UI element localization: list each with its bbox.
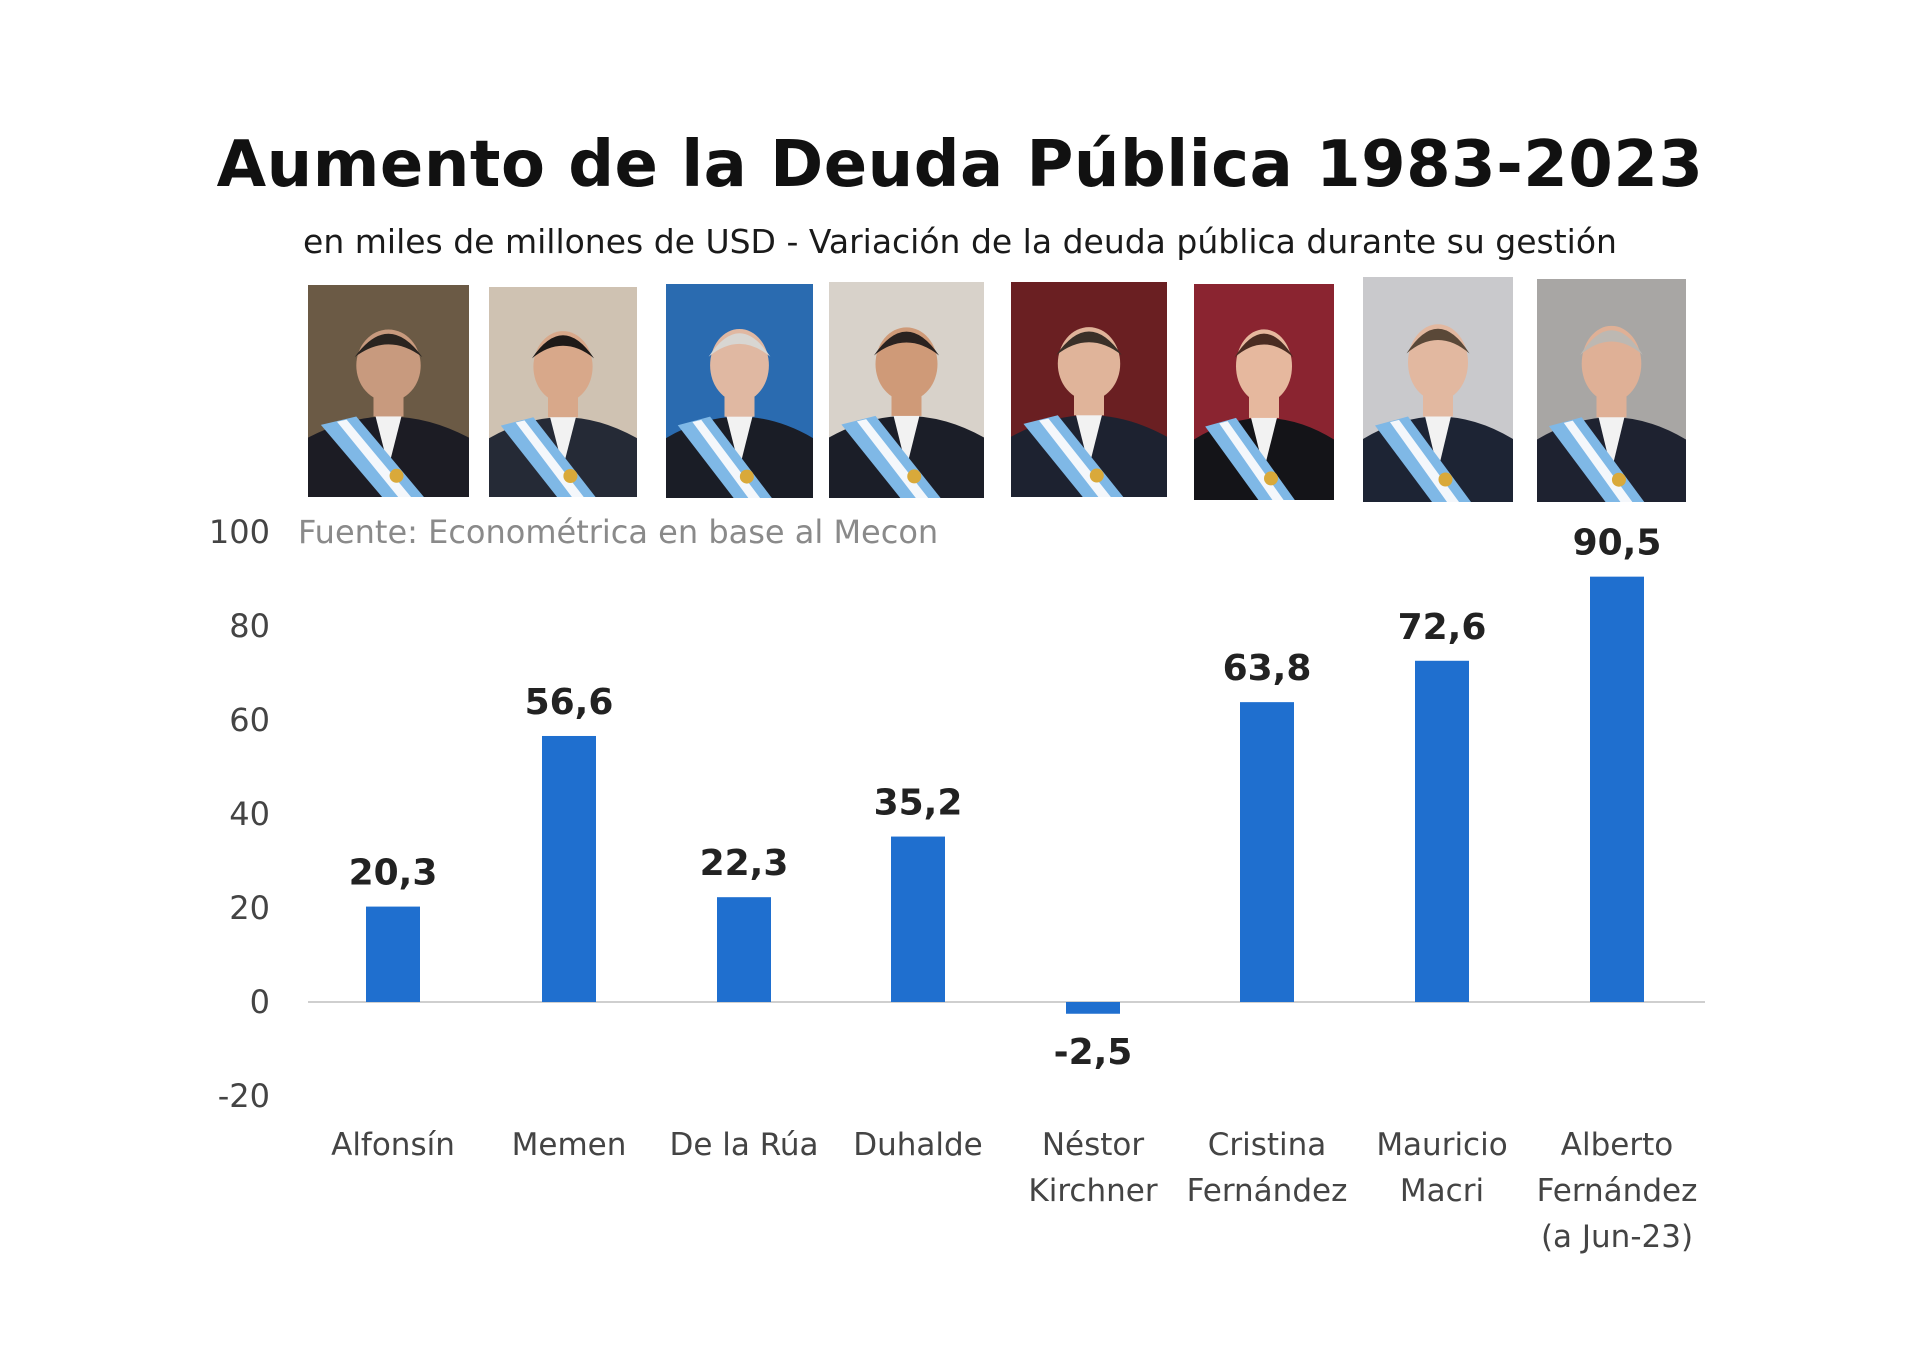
bar-7 <box>1590 576 1644 1002</box>
y-tick-label-6: -20 <box>218 1077 270 1115</box>
data-label-1: 56,6 <box>525 682 614 723</box>
y-tick-label-2: 60 <box>229 701 270 739</box>
bar-1 <box>542 735 596 1002</box>
y-tick-label-5: 0 <box>250 983 270 1021</box>
category-label-4-0: Néstor <box>1042 1127 1145 1163</box>
source-note: Fuente: Econométrica en base al Mecon <box>298 513 939 551</box>
bar-5 <box>1240 702 1294 1002</box>
category-label-7-0: Alberto <box>1561 1127 1673 1163</box>
category-label-4-1: Kirchner <box>1028 1173 1157 1209</box>
y-tick-label-1: 80 <box>229 607 270 645</box>
category-label-1-0: Memen <box>512 1127 627 1163</box>
category-label-6-1: Macri <box>1400 1173 1484 1209</box>
category-label-5-0: Cristina <box>1208 1127 1327 1163</box>
data-label-3: 35,2 <box>874 783 963 824</box>
data-label-0: 20,3 <box>349 853 438 894</box>
category-label-5-1: Fernández <box>1187 1173 1348 1209</box>
data-label-6: 72,6 <box>1398 607 1487 648</box>
category-label-7-1: Fernández <box>1537 1173 1698 1209</box>
category-label-0-0: Alfonsín <box>331 1127 455 1163</box>
category-label-3-0: Duhalde <box>853 1127 983 1163</box>
chart-subtitle: en miles de millones de USD - Variación … <box>303 222 1617 261</box>
chart-title: Aumento de la Deuda Pública 1983-2023 <box>216 128 1704 202</box>
y-tick-label-4: 20 <box>229 889 270 927</box>
data-label-4: -2,5 <box>1054 1032 1133 1073</box>
data-label-2: 22,3 <box>700 843 789 884</box>
bar-4 <box>1066 1002 1120 1014</box>
data-label-7: 90,5 <box>1573 523 1662 564</box>
bar-6 <box>1415 660 1469 1002</box>
bar-2 <box>717 897 771 1002</box>
category-label-6-0: Mauricio <box>1376 1127 1507 1163</box>
category-label-2-0: De la Rúa <box>669 1127 818 1163</box>
bar-3 <box>891 836 945 1002</box>
data-label-5: 63,8 <box>1223 648 1312 689</box>
y-tick-label-0: 100 <box>209 513 270 551</box>
category-label-7-2: (a Jun-23) <box>1541 1219 1693 1255</box>
y-tick-label-3: 40 <box>229 795 270 833</box>
bar-0 <box>366 906 420 1002</box>
